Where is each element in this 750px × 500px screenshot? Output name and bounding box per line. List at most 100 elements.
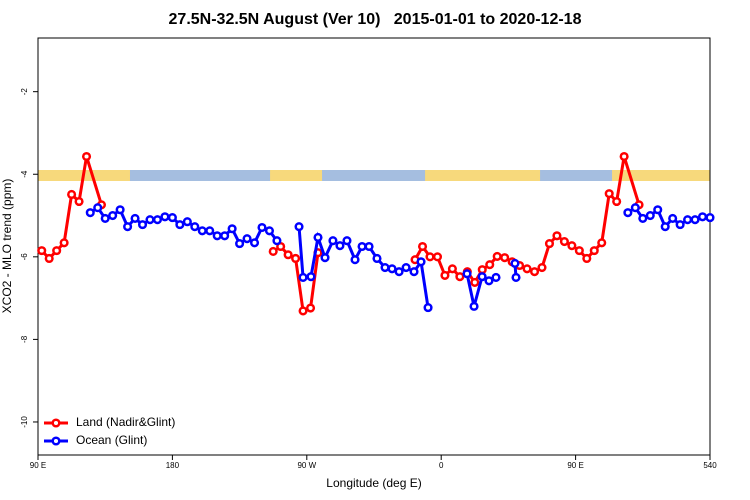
land-band bbox=[612, 170, 710, 181]
data-point bbox=[653, 205, 663, 215]
data-point bbox=[416, 257, 426, 267]
data-point bbox=[283, 250, 293, 260]
data-point bbox=[638, 213, 648, 223]
data-point bbox=[380, 263, 390, 273]
series-0 bbox=[37, 151, 644, 316]
x-tick-label: 90 W bbox=[297, 461, 316, 470]
land-band bbox=[425, 170, 541, 181]
data-point bbox=[175, 220, 185, 230]
data-point bbox=[432, 252, 443, 262]
x-tick-label: 180 bbox=[166, 461, 180, 470]
legend-marker bbox=[51, 418, 61, 428]
data-point bbox=[257, 222, 267, 233]
data-point bbox=[683, 215, 693, 225]
data-point bbox=[59, 238, 69, 248]
data-point bbox=[447, 264, 457, 274]
data-point bbox=[529, 267, 540, 277]
x-tick-label: 540 bbox=[703, 461, 717, 470]
data-point bbox=[328, 236, 338, 246]
legend-label: Land (Nadir&Glint) bbox=[76, 415, 175, 429]
data-point bbox=[272, 236, 282, 246]
x-tick-label: 90 E bbox=[567, 461, 583, 470]
data-point bbox=[37, 246, 47, 256]
data-point bbox=[235, 239, 245, 249]
data-point bbox=[485, 260, 495, 270]
data-point bbox=[537, 263, 547, 273]
ocean-band bbox=[38, 170, 710, 181]
data-point bbox=[306, 272, 316, 282]
data-point bbox=[619, 151, 629, 162]
y-tick-label: -6 bbox=[20, 253, 29, 261]
data-point bbox=[455, 272, 465, 282]
data-point bbox=[52, 246, 62, 256]
data-point bbox=[697, 212, 708, 222]
data-point bbox=[462, 269, 472, 279]
data-point bbox=[645, 210, 655, 221]
data-point bbox=[511, 272, 521, 283]
data-point bbox=[291, 253, 301, 264]
data-point bbox=[93, 203, 103, 213]
data-point bbox=[294, 222, 304, 232]
data-point bbox=[342, 236, 352, 246]
chart-title: 27.5N-32.5N August (Ver 10) 2015-01-01 t… bbox=[169, 11, 582, 28]
data-point bbox=[440, 270, 450, 280]
data-point bbox=[417, 241, 428, 252]
data-point bbox=[123, 222, 133, 232]
data-point bbox=[510, 258, 520, 268]
data-point bbox=[264, 226, 275, 236]
data-point bbox=[44, 253, 54, 264]
y-tick-label: -4 bbox=[20, 170, 29, 178]
plot-frame bbox=[37, 37, 711, 456]
y-tick-label: -8 bbox=[20, 335, 29, 343]
data-point bbox=[394, 267, 404, 277]
data-point bbox=[145, 215, 155, 225]
data-point bbox=[705, 213, 715, 223]
data-point bbox=[115, 205, 125, 215]
data-point bbox=[477, 265, 487, 275]
data-point bbox=[350, 255, 360, 265]
data-point bbox=[574, 246, 584, 256]
data-point bbox=[401, 263, 411, 273]
data-point bbox=[268, 246, 278, 257]
data-point bbox=[660, 222, 670, 232]
data-point bbox=[197, 226, 207, 236]
data-point bbox=[81, 151, 92, 162]
x-axis-label: Longitude (deg E) bbox=[326, 476, 421, 490]
data-point bbox=[522, 264, 532, 274]
data-point bbox=[130, 213, 140, 223]
data-point bbox=[167, 213, 177, 223]
data-point bbox=[470, 277, 480, 287]
data-point bbox=[242, 234, 252, 244]
data-point bbox=[335, 241, 345, 251]
data-point bbox=[372, 253, 382, 264]
data-point bbox=[690, 215, 700, 225]
data-point bbox=[85, 208, 95, 218]
data-point bbox=[152, 215, 163, 225]
data-point bbox=[205, 226, 215, 236]
data-point bbox=[425, 252, 435, 262]
data-point bbox=[567, 241, 577, 251]
data-point bbox=[74, 196, 84, 207]
data-point bbox=[597, 238, 607, 248]
data-point bbox=[160, 212, 170, 222]
data-point bbox=[477, 272, 487, 282]
data-point bbox=[137, 220, 148, 230]
data-point bbox=[249, 238, 260, 248]
data-point bbox=[668, 213, 678, 223]
data-point bbox=[364, 241, 374, 252]
data-point bbox=[298, 306, 308, 316]
data-point bbox=[387, 264, 397, 274]
data-point bbox=[357, 241, 367, 252]
data-point bbox=[491, 272, 501, 283]
data-point bbox=[544, 239, 555, 249]
data-point bbox=[298, 272, 308, 283]
data-point bbox=[604, 189, 614, 199]
data-point bbox=[227, 224, 237, 234]
data-point bbox=[108, 210, 118, 221]
data-point bbox=[212, 231, 222, 241]
data-point bbox=[182, 217, 192, 227]
data-point bbox=[675, 220, 685, 230]
data-point bbox=[582, 253, 592, 264]
x-tick-label: 90 E bbox=[30, 461, 46, 470]
